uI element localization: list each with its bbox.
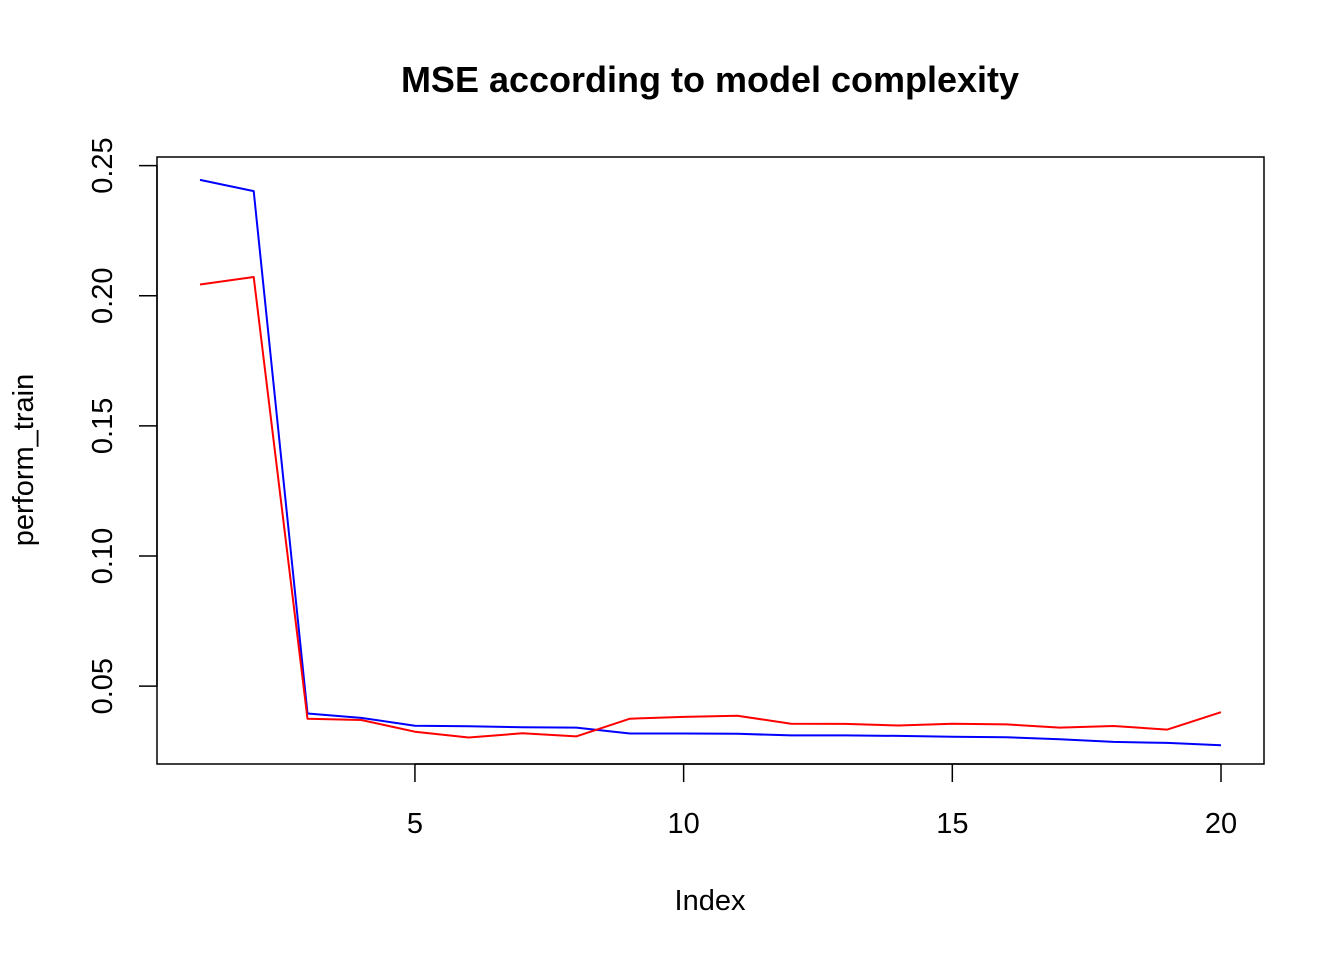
y-tick-label: 0.15 [87, 398, 119, 454]
y-axis-label: perform_train [8, 374, 40, 546]
x-tick-label: 5 [407, 808, 423, 840]
series-line-2 [199, 276, 1222, 739]
x-tick-label: 20 [1205, 808, 1237, 840]
chart-title: MSE according to model complexity [401, 59, 1019, 100]
y-tick-label: 0.20 [87, 268, 119, 324]
y-tick-label: 0.05 [87, 658, 119, 714]
y-tick-label: 0.25 [87, 137, 119, 193]
series-line-1 [199, 178, 1222, 747]
x-tick-label: 10 [667, 808, 699, 840]
x-axis: 5 10 15 20 [407, 763, 1237, 840]
series-layer [199, 178, 1222, 747]
x-axis-label: Index [675, 885, 746, 917]
y-axis: 0.05 0.10 0.15 0.20 0.25 [87, 137, 158, 714]
y-tick-label: 0.10 [87, 528, 119, 584]
plot-frame [156, 156, 1265, 765]
x-tick-label: 15 [936, 808, 968, 840]
